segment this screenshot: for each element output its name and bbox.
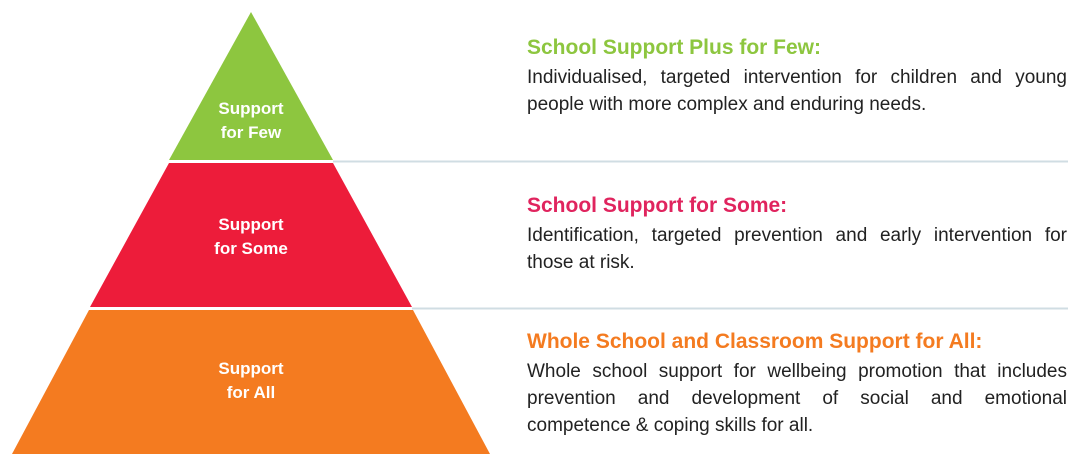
tier-text: Individualised, targeted intervention fo… xyxy=(527,67,1067,115)
tier-label: Support xyxy=(218,215,283,234)
tier-label: for Some xyxy=(214,239,288,258)
tier-some xyxy=(90,163,412,307)
tier-title: School Support for Some: xyxy=(527,194,788,217)
tier-label: Support xyxy=(218,99,283,118)
tier-title: School Support Plus for Few: xyxy=(527,36,821,59)
tier-text: Identification, targeted prevention and … xyxy=(527,225,1067,273)
tier-label: for All xyxy=(227,383,275,402)
tier-all xyxy=(12,310,490,454)
tier-label: for Few xyxy=(221,123,282,142)
tier-label: Support xyxy=(218,359,283,378)
tier-description: Whole School and Classroom Support for A… xyxy=(527,330,1067,439)
tier-title: Whole School and Classroom Support for A… xyxy=(527,330,983,353)
tier-text: Whole school support for wellbeing promo… xyxy=(527,361,1067,436)
tier-description: School Support Plus for Few: Individuali… xyxy=(527,36,1067,118)
tier-few xyxy=(169,12,333,160)
tier-description: School Support for Some: Identification,… xyxy=(527,194,1067,276)
